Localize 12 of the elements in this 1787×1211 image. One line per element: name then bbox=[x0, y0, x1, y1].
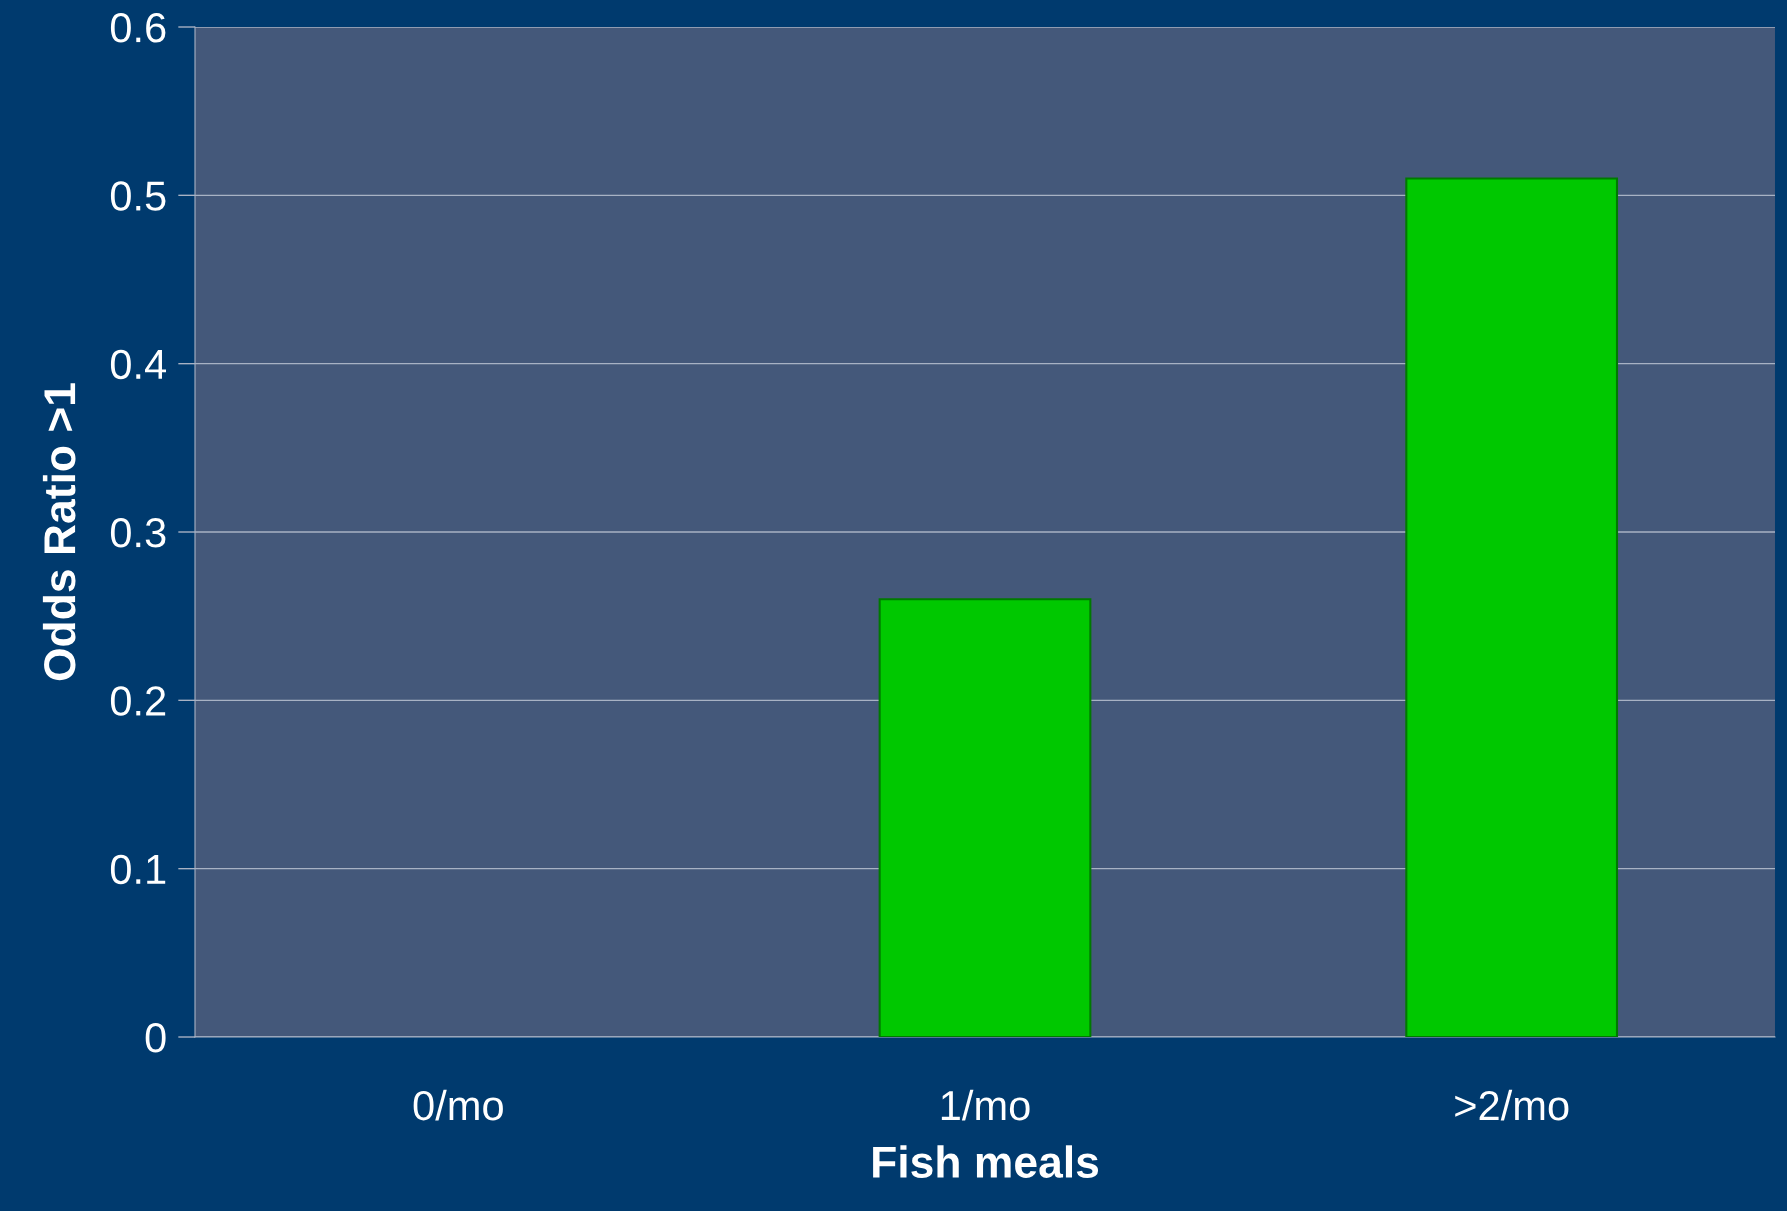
x-axis-title: Fish meals bbox=[873, 1145, 1099, 1178]
y-tick-label: 0.2 bbox=[110, 686, 166, 716]
x-tick-label: 0/mo bbox=[413, 1089, 503, 1121]
y-tick-label: 0.1 bbox=[110, 854, 166, 885]
y-tick-label: 0.3 bbox=[110, 518, 166, 548]
y-tick-label: 0.5 bbox=[110, 181, 166, 211]
x-tick-label: 1/mo bbox=[941, 1089, 1030, 1121]
x-tick-label: >2/mo bbox=[1455, 1089, 1569, 1121]
y-tick-label: 0.6 bbox=[110, 13, 166, 43]
y-axis-title: Odds Ratio >1 bbox=[42, 383, 76, 681]
y-tick-label: 0 bbox=[145, 1023, 166, 1053]
y-tick-label: 0.4 bbox=[110, 349, 167, 380]
